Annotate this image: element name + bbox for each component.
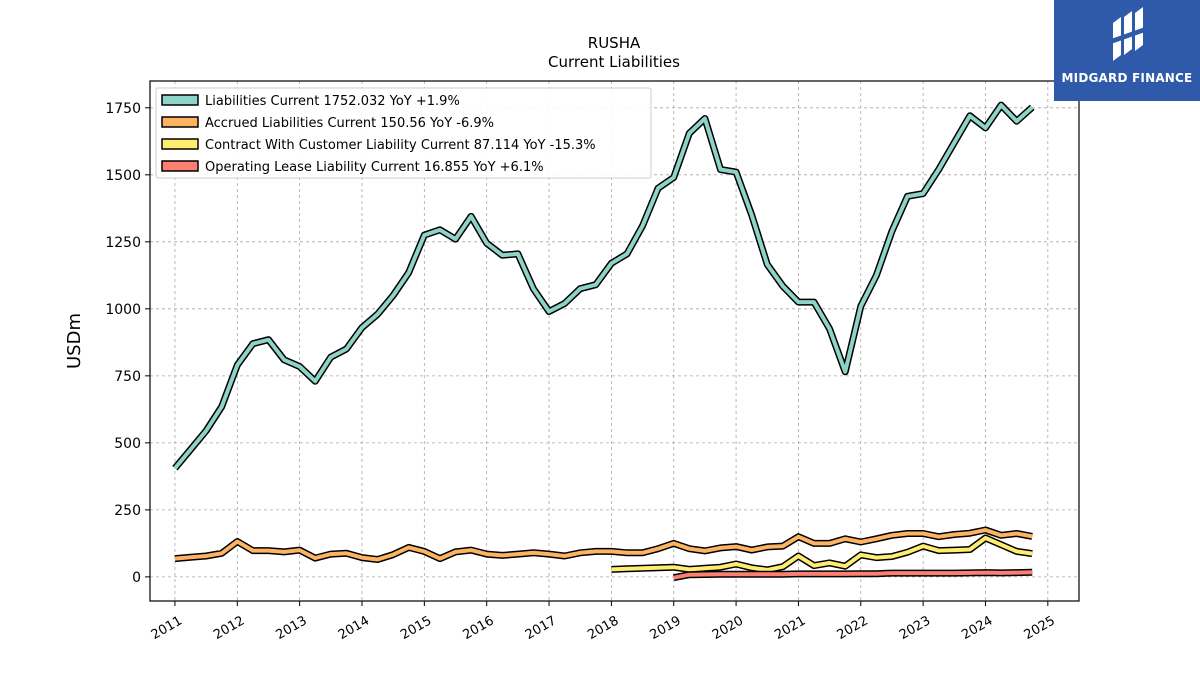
x-tick-label: 2017 <box>523 613 559 643</box>
y-tick-label: 1500 <box>105 168 141 184</box>
legend: Liabilities Current 1752.032 YoY +1.9% Ac… <box>155 87 652 179</box>
x-tick-label: 2013 <box>273 613 309 643</box>
x-axis: 2011 2012 2013 2014 2015 2016 2017 2018 2019 2020… <box>149 601 1058 643</box>
legend-entry: Accrued Liabilities Current 150.56 YoY -… <box>205 116 494 131</box>
y-tick-label: 250 <box>114 503 141 519</box>
chart-subtitle: Current Liabilities <box>548 53 680 71</box>
x-tick-label: 2024 <box>959 613 995 643</box>
series-line <box>174 528 1033 562</box>
y-axis-label: USDm <box>64 313 85 369</box>
chart-title: RUSHA <box>588 34 641 52</box>
series-line <box>611 536 1033 572</box>
legend-swatch <box>161 116 199 128</box>
y-tick-label: 1250 <box>105 235 141 251</box>
plot-frame <box>149 80 1080 602</box>
logo-mark-icon <box>1111 7 1145 61</box>
legend-entry: Operating Lease Liability Current 16.855… <box>205 160 544 175</box>
y-axis: 0 250 500 750 1000 1250 1500 1750 <box>105 101 150 586</box>
x-tick-label: 2021 <box>772 613 808 643</box>
x-tick-label: 2022 <box>835 613 871 643</box>
legend-swatch <box>161 160 199 172</box>
x-tick-label: 2014 <box>336 613 372 643</box>
legend-swatch <box>161 94 199 106</box>
legend-box <box>155 87 652 179</box>
y-tick-label: 1000 <box>105 302 141 318</box>
series-line <box>673 570 1033 580</box>
y-tick-label: 750 <box>114 369 141 385</box>
x-tick-label: 2016 <box>461 613 497 643</box>
x-tick-label: 2023 <box>897 613 933 643</box>
x-tick-label: 2011 <box>149 613 185 643</box>
legend-entry: Liabilities Current 1752.032 YoY +1.9% <box>205 94 460 109</box>
brand-logo: MIDGARD FINANCE <box>1054 0 1200 101</box>
series-lines <box>172 101 1035 582</box>
x-tick-label: 2012 <box>211 613 247 643</box>
x-tick-label: 2015 <box>398 613 434 643</box>
y-tick-label: 500 <box>114 436 141 452</box>
y-tick-label: 1750 <box>105 101 141 117</box>
legend-entry: Contract With Customer Liability Current… <box>205 138 596 153</box>
y-tick-label: 0 <box>132 570 141 586</box>
series-line <box>173 103 1034 470</box>
x-tick-label: 2018 <box>585 613 621 643</box>
x-tick-label: 2020 <box>710 613 746 643</box>
x-tick-label: 2025 <box>1022 613 1058 643</box>
brand-name: MIDGARD FINANCE <box>1061 71 1193 85</box>
x-tick-label: 2019 <box>648 613 684 643</box>
legend-swatch <box>161 138 199 150</box>
